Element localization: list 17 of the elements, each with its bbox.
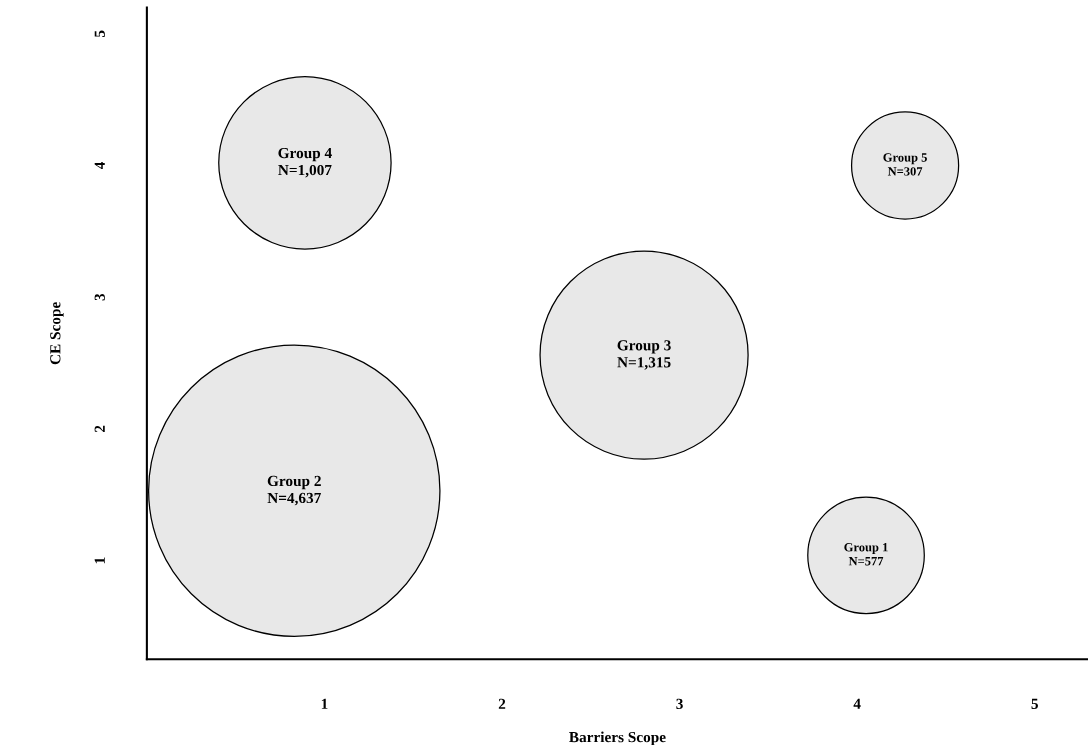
y-tick-label: 5 bbox=[94, 30, 105, 37]
annotation: Group 2 N=4,637 bbox=[267, 475, 321, 506]
x-tick-label: 2 bbox=[498, 698, 506, 709]
annotation: Group 4 N=1,007 bbox=[278, 147, 332, 178]
y-tick-label: 2 bbox=[94, 425, 105, 433]
x-axis-title: Barriers Scope bbox=[569, 731, 666, 745]
y-axis-title: CE Scope bbox=[50, 302, 64, 365]
y-tick-label: 3 bbox=[94, 293, 105, 301]
x-tick-label: 5 bbox=[1031, 698, 1038, 709]
y-tick-label: 1 bbox=[94, 557, 105, 564]
x-tick-label: 4 bbox=[853, 698, 861, 709]
annotation: Group 1 N=577 bbox=[844, 543, 888, 566]
x-tick-label: 1 bbox=[321, 698, 328, 709]
annotation: Group 3 N=1,315 bbox=[617, 340, 671, 370]
annotation: Group 5 N=307 bbox=[883, 153, 927, 176]
y-tick-label: 4 bbox=[94, 161, 105, 170]
x-tick-label: 3 bbox=[676, 698, 683, 709]
